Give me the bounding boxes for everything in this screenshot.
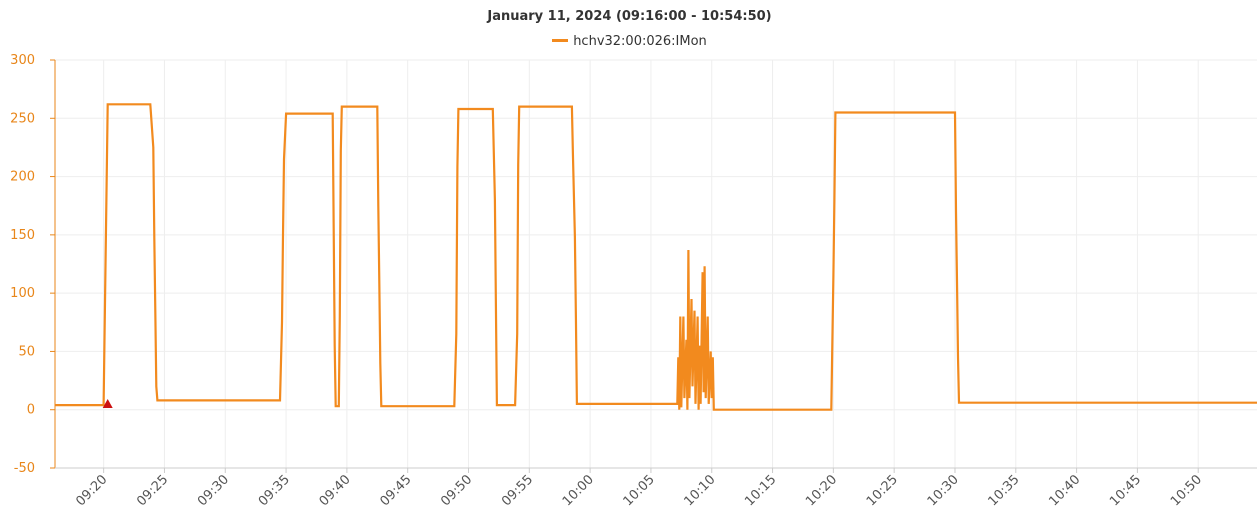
y-tick-label: 0 bbox=[27, 403, 35, 418]
x-tick-label: 09:25 bbox=[134, 472, 171, 509]
x-tick-label: 09:30 bbox=[195, 472, 232, 509]
y-tick-label: 50 bbox=[18, 344, 35, 359]
x-tick-label: 10:00 bbox=[560, 472, 597, 509]
y-tick-label: 300 bbox=[10, 53, 35, 68]
x-tick-label: 09:40 bbox=[317, 472, 354, 509]
x-tick-label: 10:10 bbox=[681, 472, 718, 509]
y-tick-label: -50 bbox=[14, 461, 35, 476]
legend-swatch bbox=[552, 39, 569, 42]
x-tick-label: 09:55 bbox=[499, 472, 536, 509]
y-tick-label: 250 bbox=[10, 111, 35, 126]
series-layer bbox=[55, 103, 1257, 411]
series-line bbox=[55, 103, 1257, 411]
legend[interactable]: hchv32:00:026:IMon bbox=[0, 34, 1259, 49]
chart-title: January 11, 2024 (09:16:00 - 10:54:50) bbox=[487, 9, 772, 24]
x-tick-label: 09:20 bbox=[73, 472, 110, 509]
x-tick-label: 10:25 bbox=[864, 472, 901, 509]
axes bbox=[54, 60, 1257, 469]
grid bbox=[55, 59, 1257, 469]
x-tick-label: 09:50 bbox=[438, 472, 475, 509]
y-axis-ticks: -50 0 50 100 150 200 250 300 bbox=[10, 53, 55, 476]
y-tick-label: 100 bbox=[10, 286, 35, 301]
x-tick-label: 09:45 bbox=[377, 472, 414, 509]
x-tick-label: 10:50 bbox=[1168, 472, 1205, 509]
x-tick-label: 10:05 bbox=[621, 472, 658, 509]
x-tick-label: 10:35 bbox=[986, 472, 1023, 509]
x-tick-label: 10:45 bbox=[1107, 472, 1144, 509]
y-tick-label: 200 bbox=[10, 170, 35, 185]
triangle-marker[interactable] bbox=[102, 399, 113, 409]
x-tick-label: 10:20 bbox=[803, 472, 840, 509]
x-tick-label: 10:30 bbox=[925, 472, 962, 509]
x-tick-label: 09:35 bbox=[256, 472, 293, 509]
legend-label: hchv32:00:026:IMon bbox=[573, 34, 707, 49]
y-tick-label: 150 bbox=[10, 228, 35, 243]
x-axis-ticks: 09:20 09:25 09:30 09:35 09:40 09:45 09:50 09:55… bbox=[73, 468, 1205, 509]
annotation-layer bbox=[102, 399, 113, 409]
x-tick-label: 10:15 bbox=[742, 472, 779, 509]
x-tick-label: 10:40 bbox=[1046, 472, 1083, 509]
